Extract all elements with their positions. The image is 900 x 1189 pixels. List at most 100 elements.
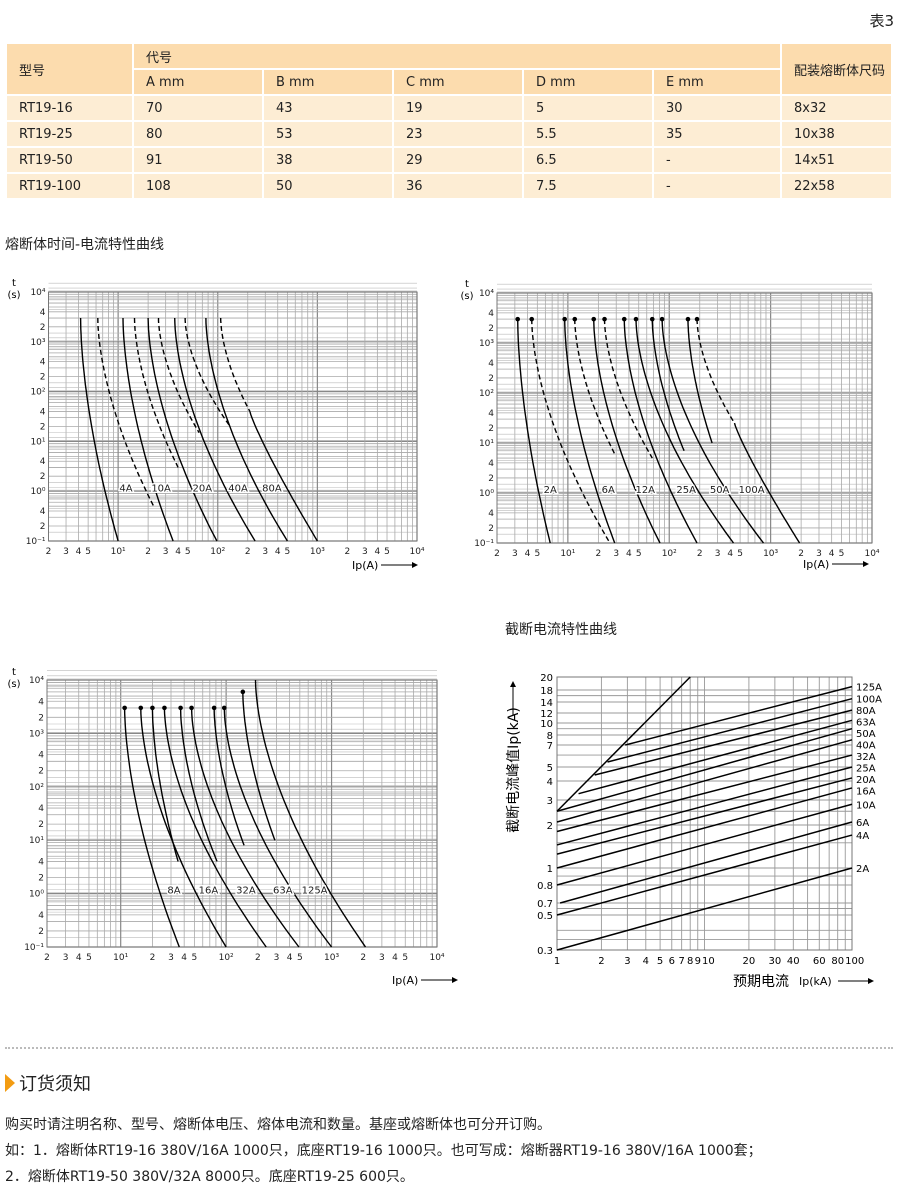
x-tick-label: 2 (596, 549, 602, 559)
x-tick-label: 3 (379, 953, 385, 963)
header-a: A mm (132, 68, 264, 96)
x-tick-label: 4 (76, 953, 82, 963)
y-tick-label: 4 (488, 359, 494, 369)
x-tick-label: 3 (262, 547, 268, 557)
curve-11 (249, 411, 318, 542)
curve-8 (223, 707, 333, 948)
cutoff-line-125A (625, 685, 853, 746)
curve-start-dot (649, 316, 655, 322)
curve-6 (157, 318, 200, 433)
curve-9 (205, 317, 288, 542)
curve-label: 16A (199, 885, 219, 896)
y-tick-label: 10⁻¹ (24, 943, 44, 953)
y-tick-label: 4 (488, 459, 494, 469)
x-tick-label: 3 (715, 549, 721, 559)
x-tick-label: 4 (829, 549, 835, 559)
y-tick-label: 0.8 (537, 881, 553, 892)
y-tick-label: 10⁻¹ (474, 539, 494, 549)
cutoff-line-4A (556, 834, 853, 916)
curve-label: 63A (273, 885, 293, 896)
table-cell: RT19-50 (5, 146, 134, 174)
table-cell: 35 (652, 120, 782, 148)
curve-start-dot (122, 705, 127, 711)
x-tick-label: 2 (255, 953, 261, 963)
header-d: D mm (522, 68, 654, 96)
curve-2 (531, 319, 611, 544)
y-tick-label: 2 (38, 767, 44, 777)
order-line-2: 如：1．熔断体RT19-16 380V/16A 1000只，底座RT19-16 … (5, 1143, 762, 1159)
curve-4 (574, 319, 616, 455)
plot-frame (48, 291, 418, 542)
curve-label: 40A (228, 483, 248, 494)
curve-start-dot (211, 705, 217, 711)
curve-label: 12A (635, 485, 655, 496)
curve-9 (651, 319, 685, 451)
x-tick-label: 4 (76, 547, 82, 557)
y-tick-label: 10² (30, 388, 45, 398)
x-tick-label: 2 (245, 547, 251, 557)
time-current-chart-2: 2 3 4 5 10¹ 2 3 4 5 10² 2 3 4 5 10³ 2 3 4 5 10⁴10⁴4210³4210… (460, 279, 879, 571)
y-tick-label: 4 (38, 804, 44, 814)
y-tick-label: 4 (547, 777, 553, 788)
x-tick-label: 4 (181, 953, 187, 963)
curve-3 (564, 319, 616, 544)
table-cell: 23 (392, 120, 524, 148)
y-tick-label: 4 (38, 751, 44, 761)
x-tick-label: 2 (145, 547, 151, 557)
table-cell: 36 (392, 172, 524, 200)
curve-10 (220, 318, 251, 412)
x-tick-label: 3 (274, 953, 280, 963)
curve-10 (661, 319, 765, 544)
curve-1 (79, 317, 119, 542)
x-tick-label: 10⁴ (409, 547, 424, 557)
y-tick-label: 4 (40, 308, 46, 318)
y-axis-unit: (s) (7, 290, 20, 301)
curve-7 (174, 317, 256, 542)
cutoff-line-63A (578, 719, 853, 795)
cutoff-line-20A (556, 777, 853, 855)
y-tick-label: 2 (488, 474, 494, 484)
curve-start-dot (240, 689, 246, 695)
table-cell: 8x32 (780, 94, 893, 122)
x-tick-label: 2 (798, 549, 804, 559)
x-tick-label: 6 (669, 956, 675, 967)
x-tick-label: 4 (525, 549, 531, 559)
x-tick-label: 5 (185, 547, 191, 557)
arrow-head-icon (863, 561, 869, 567)
x-axis-title: Ip(A) (803, 558, 829, 571)
curve-5 (147, 317, 218, 542)
time-current-chart-3: 2 3 4 5 10¹ 2 3 4 5 10² 2 3 4 5 10³ 2 3 4 5 10⁴10⁴4210³4210… (7, 667, 458, 987)
y-tick-label: 10⁰ (479, 489, 494, 499)
x-tick-label: 5 (737, 549, 743, 559)
x-tick-label: 10² (219, 953, 234, 963)
y-tick-label: 4 (40, 507, 46, 517)
curve-1 (123, 707, 180, 948)
y-tick-label: 8 (547, 731, 553, 742)
y-axis-title: t (465, 279, 469, 290)
curve-6 (603, 319, 653, 459)
curve-start-dot (178, 705, 183, 711)
series-label: 16A (856, 787, 876, 798)
curve-label: 50A (710, 485, 730, 496)
table-cell: - (652, 172, 782, 200)
time-current-chart-1: 2 3 4 5 10¹ 2 3 4 5 10² 2 3 4 5 10³ 2 3 4 5 10⁴10⁴4210³4210… (7, 278, 424, 572)
x-tick-label: 2 (150, 953, 156, 963)
y-axis-title: t (12, 667, 16, 678)
curve-start-dot (685, 316, 691, 322)
table-cell: RT19-25 (5, 120, 134, 148)
y-tick-label: 0.5 (537, 911, 553, 922)
x-tick-label: 5 (402, 953, 408, 963)
curve-7 (213, 707, 245, 846)
cutoff-line-10A (556, 803, 853, 886)
series-label: 10A (856, 800, 876, 811)
curve-start-dot (591, 316, 597, 322)
x-tick-label: 9 (695, 956, 701, 967)
x-tick-label: 7 (678, 956, 684, 967)
x-tick-label: 3 (613, 549, 619, 559)
plot-frame (496, 292, 873, 544)
curve-start-dot (602, 316, 607, 322)
table-cell: 80 (132, 120, 264, 148)
y-tick-label: 10⁰ (29, 890, 44, 900)
curve-label: 4A (119, 483, 132, 494)
table-cell: 43 (262, 94, 394, 122)
